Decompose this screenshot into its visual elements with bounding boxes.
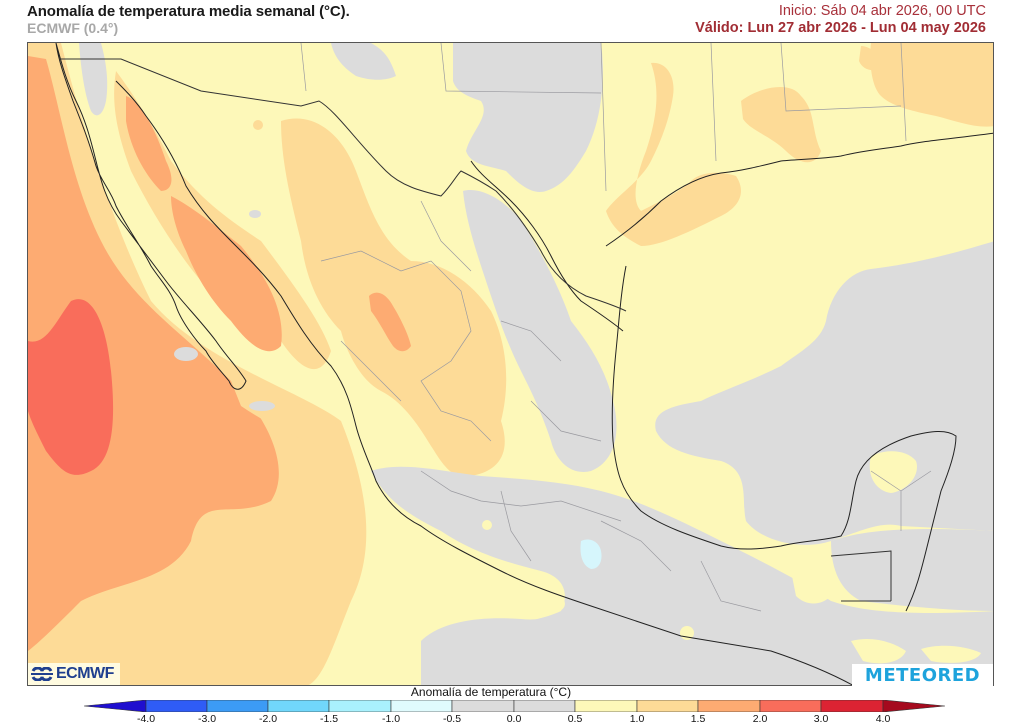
ecmwf-logo: ECMWF <box>28 663 120 685</box>
colorbar-tick: -1.0 <box>381 713 401 725</box>
neutral-pacific-south <box>421 609 850 685</box>
colorbar-tick: 3.0 <box>813 713 829 725</box>
central-america-anomaly-0.5-1.0 <box>851 639 981 664</box>
colorbar-tick: 4.0 <box>875 713 891 725</box>
map-title: Anomalía de temperatura media semanal (°… <box>27 3 350 20</box>
neutral-baja-north <box>79 43 108 116</box>
neutral-nm <box>331 43 396 80</box>
pacific-anomaly-2.0-3.0 <box>28 299 114 475</box>
colorbar-tick: 2.0 <box>752 713 768 725</box>
colorbar-tick: 0.5 <box>567 713 583 725</box>
gulf-coast-anomaly-1.0-1.5 <box>606 62 741 246</box>
ecmwf-logo-text: ECMWF <box>56 665 114 682</box>
colorbar-title: Anomalía de temperatura (°C) <box>0 685 1024 699</box>
state-borders <box>300 43 932 612</box>
colorbar-tick: 1.5 <box>690 713 706 725</box>
colorbar-tick: -0.5 <box>442 713 462 725</box>
map-canvas <box>28 43 993 685</box>
colorbar <box>83 700 946 712</box>
init-time: Inicio: Sáb 04 abr 2026, 00 UTC <box>778 3 986 19</box>
pacific-south-yellow <box>431 581 565 614</box>
central-plateau-anomaly-1.5-2.0 <box>369 292 411 352</box>
cold-spot-anomaly <box>580 539 602 569</box>
gulf-california-anomaly-1.5-2.0 <box>126 96 282 352</box>
colorbar-tick: -2.0 <box>258 713 278 725</box>
coastlines <box>55 43 993 685</box>
baja-south-anomaly <box>231 381 341 451</box>
colorbar-tick: -3.0 <box>197 713 217 725</box>
ecmwf-logo-icon <box>31 667 53 681</box>
neutral-texas-oklahoma <box>453 43 603 192</box>
louisiana-anomaly-1.0-1.5 <box>741 86 821 163</box>
chiapas-anomaly-0.5-1.0 <box>791 567 831 604</box>
anomaly-map <box>27 42 994 686</box>
colorbar-tick: -4.0 <box>136 713 156 725</box>
georgia-anomaly-1.0-1.5 <box>859 46 881 71</box>
international-borders <box>61 58 892 602</box>
pacific-anomaly-1.5-2.0 <box>28 56 279 651</box>
yucatan-anomaly-0.5-1.0 <box>869 451 917 493</box>
colorbar-tick: -1.5 <box>319 713 339 725</box>
neutral-sierra-madre-oriental <box>463 190 617 472</box>
gulf-california-anomaly-1.0-1.5 <box>114 71 331 370</box>
colorbar-ticks: -4.0 -3.0 -2.0 -1.5 -1.0 -0.5 0.0 0.5 1.… <box>0 713 1024 726</box>
central-plateau-anomaly-1.0-1.5 <box>281 118 507 477</box>
meteored-logo-text: METEORED <box>864 664 981 686</box>
colorbar-title-text: Anomalía de temperatura (°C) <box>410 685 572 699</box>
model-label: ECMWF (0.4°) <box>27 20 119 36</box>
valid-period: Válido: Lun 27 abr 2026 - Lun 04 may 202… <box>695 20 986 36</box>
neutral-yucatan-fill <box>831 529 993 611</box>
meteored-logo: METEORED <box>852 664 993 686</box>
colorbar-tick: 0.0 <box>506 713 522 725</box>
colorbar-tick: 1.0 <box>629 713 645 725</box>
